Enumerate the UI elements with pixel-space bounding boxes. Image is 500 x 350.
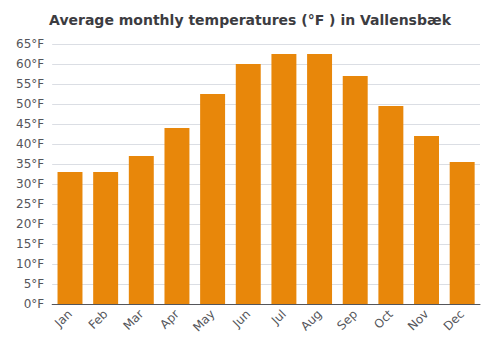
svg-text:50°F: 50°F bbox=[16, 97, 44, 111]
svg-text:Aug: Aug bbox=[298, 307, 324, 333]
svg-text:60°F: 60°F bbox=[16, 57, 44, 71]
svg-text:40°F: 40°F bbox=[16, 137, 44, 151]
svg-text:10°F: 10°F bbox=[16, 257, 44, 271]
svg-text:May: May bbox=[190, 307, 217, 334]
svg-text:Average monthly temperatures (: Average monthly temperatures (°F ) in Va… bbox=[49, 12, 452, 28]
svg-text:45°F: 45°F bbox=[16, 117, 44, 131]
svg-text:20°F: 20°F bbox=[16, 217, 44, 231]
svg-text:5°F: 5°F bbox=[24, 277, 45, 291]
svg-text:Apr: Apr bbox=[157, 307, 182, 332]
svg-text:Jan: Jan bbox=[51, 307, 75, 331]
svg-text:15°F: 15°F bbox=[16, 237, 44, 251]
svg-text:Jun: Jun bbox=[229, 307, 253, 331]
svg-text:25°F: 25°F bbox=[16, 197, 44, 211]
svg-text:30°F: 30°F bbox=[16, 177, 44, 191]
svg-text:Feb: Feb bbox=[86, 307, 111, 332]
svg-text:55°F: 55°F bbox=[16, 77, 44, 91]
svg-text:Dec: Dec bbox=[441, 307, 467, 333]
svg-text:65°F: 65°F bbox=[16, 37, 44, 51]
svg-text:Nov: Nov bbox=[405, 307, 431, 333]
svg-text:Mar: Mar bbox=[120, 307, 146, 333]
svg-text:Sep: Sep bbox=[334, 307, 360, 333]
svg-text:35°F: 35°F bbox=[16, 157, 44, 171]
svg-text:Jul: Jul bbox=[268, 307, 289, 328]
svg-text:0°F: 0°F bbox=[24, 297, 45, 311]
svg-text:Oct: Oct bbox=[371, 307, 396, 332]
